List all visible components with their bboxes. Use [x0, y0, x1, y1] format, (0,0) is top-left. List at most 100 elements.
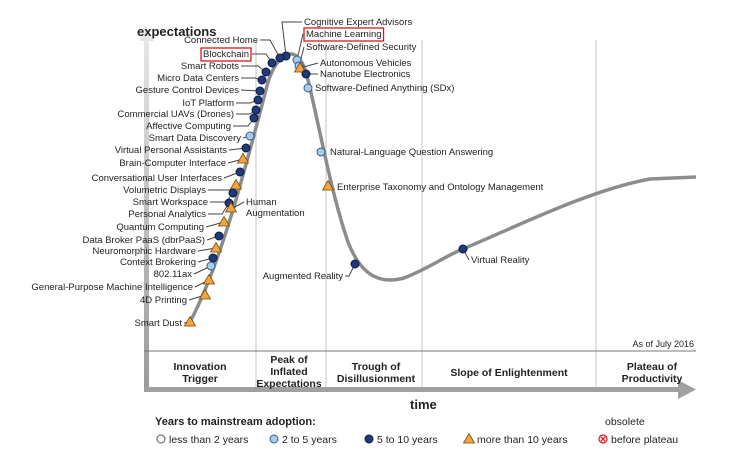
label-conversational-user-interfaces: Conversational User Interfaces	[92, 173, 223, 184]
y-axis	[144, 39, 149, 392]
label-software-defined-anything-sdx: Software-Defined Anything (SDx)	[315, 83, 454, 94]
label-software-defined-security: Software-Defined Security	[306, 42, 417, 53]
label-neuromorphic-hardware: Neuromorphic Hardware	[93, 246, 196, 257]
marker-enterprise-taxonomy-and-ontology-management	[321, 179, 335, 191]
label-cognitive-expert-advisors: Cognitive Expert Advisors	[304, 17, 412, 28]
marker-context-brokering	[208, 253, 218, 263]
highlight-box-blockchain	[200, 47, 252, 62]
label-smart-robots: Smart Robots	[181, 61, 239, 72]
marker-virtual-reality	[458, 244, 468, 254]
marker-conversational-user-interfaces	[235, 167, 245, 177]
marker-connected-home	[275, 53, 285, 63]
x-axis-label: time	[410, 397, 437, 412]
marker-smart-robots	[261, 67, 271, 77]
legend-marker-5-to-10-years	[364, 434, 374, 444]
label-brain-computer-interface: Brain-Computer Interface	[119, 158, 226, 169]
label-blockchain: Blockchain	[203, 49, 249, 60]
label-general-purpose-machine-intelligence: General-Purpose Machine Intelligence	[31, 282, 193, 293]
leader-line	[281, 21, 302, 57]
legend-marker-2-to-5-years	[269, 434, 279, 444]
label-natural-language-question-answering: Natural-Language Question Answering	[330, 147, 493, 158]
label-gesture-control-devices: Gesture Control Devices	[136, 85, 240, 96]
marker-virtual-personal-assistants	[241, 143, 251, 153]
label-smart-dust: Smart Dust	[134, 318, 182, 329]
legend-label: 5 to 10 years	[377, 434, 438, 446]
label-connected-home: Connected Home	[184, 35, 258, 46]
marker-human-augmentation	[224, 201, 238, 213]
marker-smart-data-discovery	[245, 131, 255, 141]
label-micro-data-centers: Micro Data Centers	[157, 73, 239, 84]
marker-quantum-computing	[217, 215, 231, 227]
x-axis-arrow	[678, 380, 696, 399]
technology-markers	[183, 51, 468, 327]
marker-software-defined-anything-sdx	[303, 83, 313, 93]
marker-commercial-uavs-drones	[251, 105, 261, 115]
marker-smart-dust	[183, 315, 197, 327]
label-machine-learning: Machine Learning	[306, 29, 382, 40]
legend-title: Years to mainstream adoption:	[155, 416, 316, 428]
marker-micro-data-centers	[257, 75, 267, 85]
legend-items: less than 2 years 2 to 5 years 5 to 10 yea…	[156, 416, 678, 446]
legend-label: 2 to 5 years	[282, 434, 337, 446]
label-smart-workspace: Smart Workspace	[133, 197, 208, 208]
marker-augmented-reality	[350, 259, 360, 269]
marker-802-11ax	[206, 261, 216, 271]
legend-label: more than 10 years	[477, 434, 567, 446]
y-axis-arrow	[139, 26, 154, 41]
legend-label: less than 2 years	[169, 434, 248, 446]
label-virtual-personal-assistants: Virtual Personal Assistants	[115, 145, 228, 156]
as-of-label: As of July 2016	[632, 339, 694, 349]
legend-label-obsolete: obsolete	[605, 416, 645, 428]
phase-label: Trough of Disillusionment	[337, 361, 416, 385]
legend-marker-more-than-10-years	[462, 432, 476, 444]
label-4d-printing: 4D Printing	[140, 295, 187, 306]
legend-marker-before-plateau	[598, 434, 608, 444]
label-virtual-reality: Virtual Reality	[471, 255, 530, 266]
marker-4d-printing	[198, 288, 212, 300]
phase-label: Plateau of Productivity	[622, 361, 683, 385]
marker-iot-platform	[253, 95, 263, 105]
marker-neuromorphic-hardware	[209, 241, 223, 253]
marker-gesture-control-devices	[255, 86, 265, 96]
label-802-11ax: 802.11ax	[154, 269, 193, 280]
marker-general-purpose-machine-intelligence	[202, 273, 216, 285]
marker-natural-language-question-answering	[316, 147, 326, 157]
label-human-augmentation: Human Augmentation	[246, 197, 305, 219]
label-commercial-uavs-drones: Commercial UAVs (Drones)	[118, 109, 234, 120]
marker-affective-computing	[249, 113, 259, 123]
marker-smart-workspace	[228, 188, 238, 198]
x-axis	[144, 387, 680, 392]
marker-data-broker-paas-dbrpaas	[214, 231, 224, 241]
phase-label: Slope of Enlightenment	[450, 367, 568, 379]
label-iot-platform: IoT Platform	[182, 98, 234, 109]
label-quantum-computing: Quantum Computing	[116, 222, 204, 233]
label-smart-data-discovery: Smart Data Discovery	[149, 133, 242, 144]
label-context-brokering: Context Brokering	[120, 257, 196, 268]
legend: Years to mainstream adoption: less than …	[155, 416, 678, 446]
legend-label: before plateau	[611, 434, 678, 446]
y-axis-label: expectations	[137, 24, 216, 39]
label-personal-analytics: Personal Analytics	[128, 209, 206, 220]
label-data-broker-paas-dbrpaas: Data Broker PaaS (dbrPaaS)	[82, 235, 205, 246]
legend-marker-less-than-2-years	[156, 434, 166, 444]
marker-nanotube-electronics	[301, 69, 311, 79]
phase-label: Peak of Inflated Expectations	[256, 354, 322, 390]
label-nanotube-electronics: Nanotube Electronics	[320, 69, 411, 80]
leader-line	[260, 39, 281, 59]
label-volumetric-displays: Volumetric Displays	[123, 185, 206, 196]
marker-autonomous-vehicles	[293, 61, 307, 73]
label-augmented-reality: Augmented Reality	[263, 271, 344, 282]
marker-brain-computer-interface	[236, 152, 250, 164]
label-affective-computing: Affective Computing	[146, 121, 231, 132]
phase-labels: Innovation Trigger Peak of Inflated Expectat…	[173, 354, 682, 390]
label-enterprise-taxonomy-and-ontology-management: Enterprise Taxonomy and Ontology Managem…	[337, 182, 544, 193]
phase-label: Innovation Trigger	[173, 361, 226, 385]
leader-line	[232, 201, 245, 209]
phase-dividers	[255, 40, 597, 392]
marker-blockchain	[267, 58, 277, 68]
highlight-box-machine-learning	[303, 27, 385, 42]
label-autonomous-vehicles: Autonomous Vehicles	[320, 58, 412, 69]
marker-volumetric-displays	[229, 178, 243, 190]
